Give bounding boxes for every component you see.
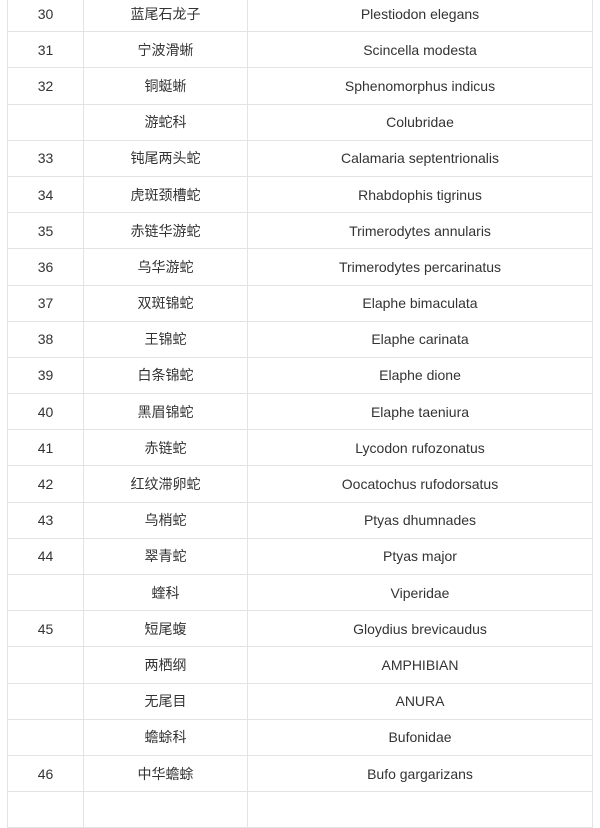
chinese-name-cell: 双斑锦蛇 xyxy=(83,284,248,322)
latin-name-cell: Gloydius brevicaudus xyxy=(247,610,593,648)
table-row: 31 宁波滑蜥 Scincella modesta xyxy=(7,31,593,69)
latin-name-cell: Rhabdophis tigrinus xyxy=(247,175,593,214)
latin-name-cell: Ptyas major xyxy=(247,537,593,576)
latin-name-cell: AMPHIBIAN xyxy=(247,646,593,684)
latin-name-cell: Ptyas dhumnades xyxy=(247,501,593,539)
chinese-name-cell: 翠青蛇 xyxy=(83,537,248,576)
latin-name-cell: Plestiodon elegans xyxy=(247,0,593,33)
latin-name-cell: Bufonidae xyxy=(247,718,593,756)
latin-name-cell: Lycodon rufozonatus xyxy=(247,429,593,467)
table-row: 39 白条锦蛇 Elaphe dione xyxy=(7,356,593,395)
row-number-cell: 38 xyxy=(7,320,84,358)
row-number-cell: 43 xyxy=(7,501,84,539)
latin-name-cell: Viperidae xyxy=(247,573,593,612)
chinese-name-cell: 蓝尾石龙子 xyxy=(83,0,248,33)
species-table: 30 蓝尾石龙子 Plestiodon elegans 31 宁波滑蜥 Scincella… xyxy=(7,0,593,828)
chinese-name-cell: 赤链华游蛇 xyxy=(83,212,248,250)
chinese-name-cell: 乌华游蛇 xyxy=(83,248,248,286)
table-row: 无尾目 ANURA xyxy=(7,682,593,720)
latin-name-cell: ANURA xyxy=(247,682,593,720)
table-row: 45 短尾蝮 Gloydius brevicaudus xyxy=(7,610,593,648)
table-row: 41 赤链蛇 Lycodon rufozonatus xyxy=(7,429,593,467)
latin-name-cell: Calamaria septentrionalis xyxy=(247,139,593,177)
species-table-body: 30 蓝尾石龙子 Plestiodon elegans 31 宁波滑蜥 Scincella… xyxy=(7,0,593,828)
row-number-cell: 40 xyxy=(7,393,84,431)
row-number-cell xyxy=(7,646,84,684)
row-number-cell: 31 xyxy=(7,31,84,69)
table-row xyxy=(7,791,593,828)
row-number-cell: 34 xyxy=(7,175,84,214)
table-row: 游蛇科 Colubridae xyxy=(7,103,593,141)
row-number-cell: 39 xyxy=(7,356,84,395)
table-row: 44 翠青蛇 Ptyas major xyxy=(7,537,593,576)
row-number-cell: 35 xyxy=(7,212,84,250)
chinese-name-cell: 钝尾两头蛇 xyxy=(83,139,248,177)
latin-name-cell: Sphenomorphus indicus xyxy=(247,67,593,105)
chinese-name-cell: 赤链蛇 xyxy=(83,429,248,467)
table-row: 36 乌华游蛇 Trimerodytes percarinatus xyxy=(7,248,593,286)
latin-name-cell: Trimerodytes annularis xyxy=(247,212,593,250)
row-number-cell: 36 xyxy=(7,248,84,286)
latin-name-cell: Colubridae xyxy=(247,103,593,141)
chinese-name-cell: 短尾蝮 xyxy=(83,610,248,648)
table-row: 32 铜蜓蜥 Sphenomorphus indicus xyxy=(7,67,593,105)
latin-name-cell: Elaphe dione xyxy=(247,356,593,395)
row-number-cell: 42 xyxy=(7,465,84,503)
row-number-cell: 30 xyxy=(7,0,84,33)
table-row: 两栖纲 AMPHIBIAN xyxy=(7,646,593,684)
table-row: 38 王锦蛇 Elaphe carinata xyxy=(7,320,593,358)
chinese-name-cell: 红纹滞卵蛇 xyxy=(83,465,248,503)
table-row: 33 钝尾两头蛇 Calamaria septentrionalis xyxy=(7,139,593,177)
table-row: 37 双斑锦蛇 Elaphe bimaculata xyxy=(7,284,593,322)
latin-name-cell: Elaphe taeniura xyxy=(247,393,593,431)
chinese-name-cell: 两栖纲 xyxy=(83,646,248,684)
chinese-name-cell: 王锦蛇 xyxy=(83,320,248,358)
chinese-name-cell: 黑眉锦蛇 xyxy=(83,393,248,431)
row-number-cell: 37 xyxy=(7,284,84,322)
row-number-cell: 33 xyxy=(7,139,84,177)
chinese-name-cell: 宁波滑蜥 xyxy=(83,31,248,69)
row-number-cell: 44 xyxy=(7,537,84,576)
row-number-cell: 45 xyxy=(7,610,84,648)
chinese-name-cell: 中华蟾蜍 xyxy=(83,754,248,793)
row-number-cell: 32 xyxy=(7,67,84,105)
latin-name-cell: Trimerodytes percarinatus xyxy=(247,248,593,286)
latin-name-cell: Elaphe bimaculata xyxy=(247,284,593,322)
chinese-name-cell: 铜蜓蜥 xyxy=(83,67,248,105)
table-row: 35 赤链华游蛇 Trimerodytes annularis xyxy=(7,212,593,250)
row-number-cell xyxy=(7,718,84,756)
chinese-name-cell: 乌梢蛇 xyxy=(83,501,248,539)
chinese-name-cell: 虎斑颈槽蛇 xyxy=(83,175,248,214)
chinese-name-cell: 游蛇科 xyxy=(83,103,248,141)
table-row: 34 虎斑颈槽蛇 Rhabdophis tigrinus xyxy=(7,175,593,214)
latin-name-cell xyxy=(247,791,593,828)
row-number-cell xyxy=(7,103,84,141)
row-number-cell: 41 xyxy=(7,429,84,467)
latin-name-cell: Scincella modesta xyxy=(247,31,593,69)
table-row: 46 中华蟾蜍 Bufo gargarizans xyxy=(7,754,593,793)
latin-name-cell: Oocatochus rufodorsatus xyxy=(247,465,593,503)
table-row: 蝰科 Viperidae xyxy=(7,573,593,612)
row-number-cell: 46 xyxy=(7,754,84,793)
chinese-name-cell: 无尾目 xyxy=(83,682,248,720)
chinese-name-cell: 白条锦蛇 xyxy=(83,356,248,395)
table-row: 42 红纹滞卵蛇 Oocatochus rufodorsatus xyxy=(7,465,593,503)
table-row: 蟾蜍科 Bufonidae xyxy=(7,718,593,756)
row-number-cell xyxy=(7,682,84,720)
chinese-name-cell: 蟾蜍科 xyxy=(83,718,248,756)
latin-name-cell: Bufo gargarizans xyxy=(247,754,593,793)
latin-name-cell: Elaphe carinata xyxy=(247,320,593,358)
row-number-cell xyxy=(7,573,84,612)
chinese-name-cell: 蝰科 xyxy=(83,573,248,612)
chinese-name-cell xyxy=(83,791,248,828)
row-number-cell xyxy=(7,791,84,828)
table-row: 40 黑眉锦蛇 Elaphe taeniura xyxy=(7,393,593,431)
table-row: 43 乌梢蛇 Ptyas dhumnades xyxy=(7,501,593,539)
table-row: 30 蓝尾石龙子 Plestiodon elegans xyxy=(7,0,593,33)
